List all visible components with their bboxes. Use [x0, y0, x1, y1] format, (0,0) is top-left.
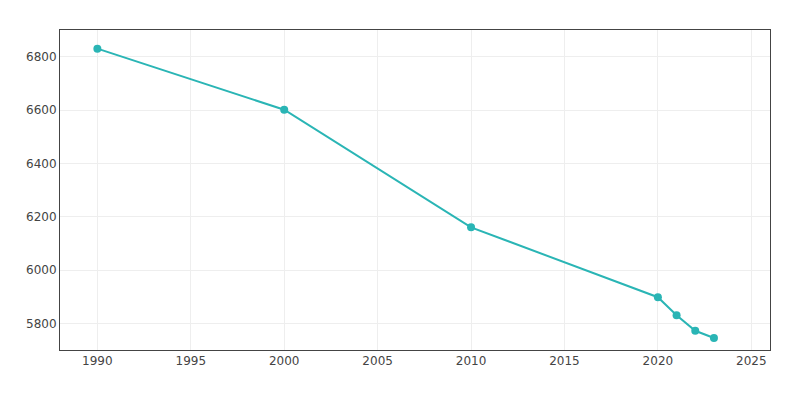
svg-text:2015: 2015: [549, 354, 580, 368]
svg-text:6200: 6200: [26, 210, 57, 224]
svg-text:2020: 2020: [643, 354, 674, 368]
svg-text:2000: 2000: [269, 354, 300, 368]
svg-text:2005: 2005: [362, 354, 393, 368]
svg-text:6000: 6000: [26, 263, 57, 277]
svg-text:6800: 6800: [26, 50, 57, 64]
svg-text:1995: 1995: [176, 354, 207, 368]
svg-text:5800: 5800: [26, 317, 57, 331]
svg-text:1990: 1990: [82, 354, 113, 368]
svg-text:2025: 2025: [736, 354, 767, 368]
svg-text:2010: 2010: [456, 354, 487, 368]
svg-text:6600: 6600: [26, 103, 57, 117]
svg-text:6400: 6400: [26, 157, 57, 171]
